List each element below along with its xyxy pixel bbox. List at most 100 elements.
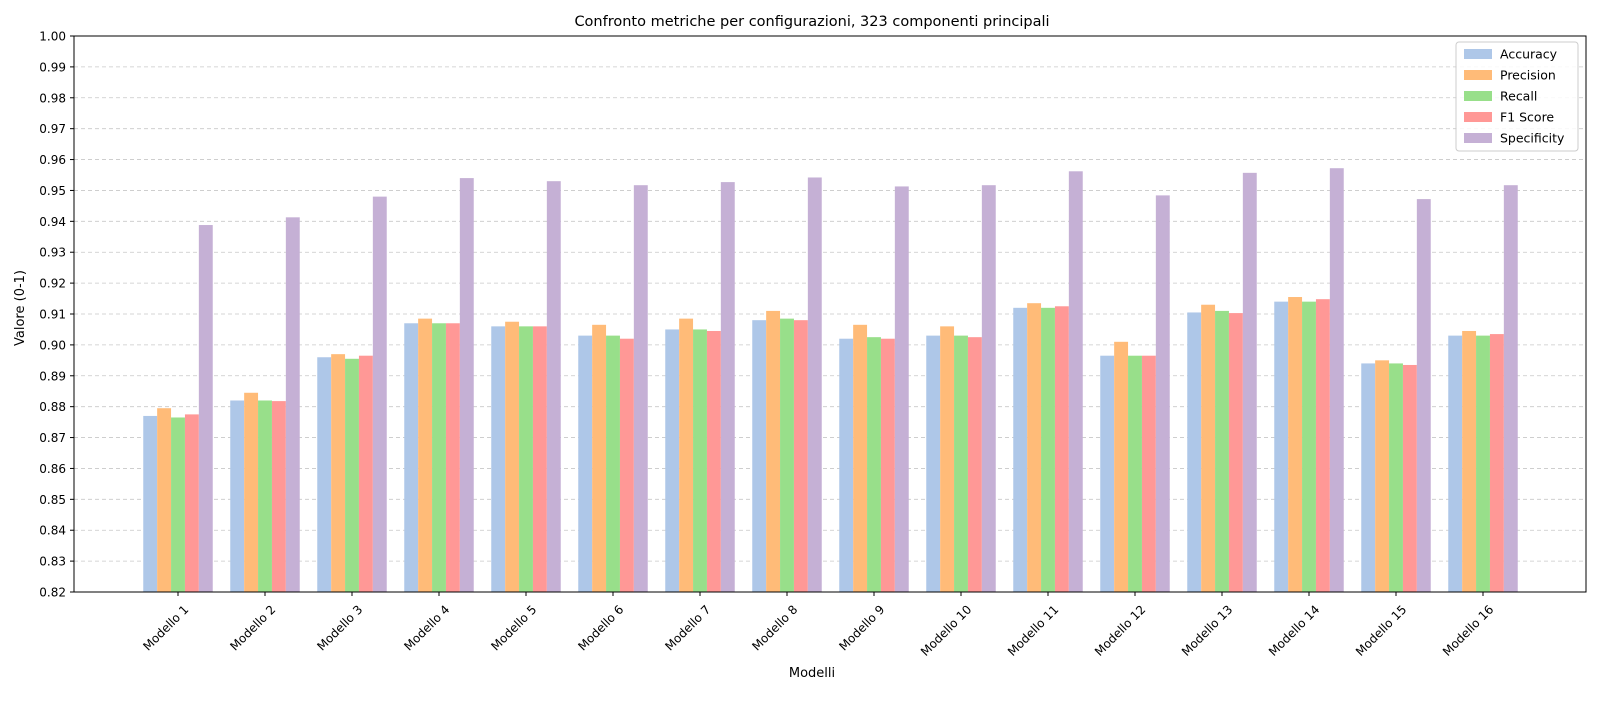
x-tick-label: Modello 5 <box>488 602 539 653</box>
bar-f1-score <box>1315 299 1330 592</box>
bar-specificity <box>1329 168 1344 592</box>
bar-specificity <box>720 182 735 593</box>
bar-specificity <box>1503 185 1518 592</box>
bar-recall <box>780 318 794 592</box>
bar-precision <box>679 318 694 592</box>
bar-accuracy <box>230 400 245 592</box>
y-axis-label: Valore (0-1) <box>13 270 28 346</box>
bar-accuracy <box>665 329 680 592</box>
y-tick-label: 0.99 <box>39 60 66 74</box>
bar-recall <box>1041 307 1055 592</box>
bar-precision <box>940 326 955 592</box>
bar-specificity <box>981 185 996 592</box>
bar-accuracy <box>1100 355 1115 592</box>
bar-accuracy <box>317 357 332 592</box>
x-tick-label: Modello 14 <box>1266 602 1322 658</box>
x-tick-label: Modello 4 <box>401 602 452 653</box>
bar-recall <box>258 400 272 592</box>
bar-specificity <box>372 196 387 592</box>
y-tick-label: 0.95 <box>39 184 66 198</box>
x-tick-label: Modello 10 <box>918 602 974 658</box>
bar-f1-score <box>967 337 982 592</box>
x-tick-label: Modello 2 <box>227 602 278 653</box>
bar-precision <box>1201 304 1216 592</box>
bar-accuracy <box>839 338 854 592</box>
legend-label: F1 Score <box>1500 110 1554 125</box>
bar-precision <box>1027 303 1042 592</box>
bar-precision <box>505 321 520 592</box>
bar-specificity <box>285 217 300 592</box>
bar-precision <box>418 318 433 592</box>
bar-accuracy <box>491 326 506 592</box>
bar-recall <box>519 326 533 592</box>
grid-lines <box>74 66 1586 562</box>
bar-specificity <box>894 186 909 592</box>
bar-accuracy <box>1013 307 1028 592</box>
bar-f1-score <box>445 323 460 592</box>
bar-f1-score <box>1402 364 1417 592</box>
y-tick-label: 0.91 <box>39 308 66 322</box>
bar-specificity <box>198 225 213 593</box>
bar-accuracy <box>143 415 158 592</box>
bar-f1-score <box>706 330 721 592</box>
bar-f1-score <box>1228 313 1243 592</box>
bar-f1-score <box>1141 355 1156 592</box>
bar-f1-score <box>1489 334 1504 592</box>
legend-swatch <box>1464 70 1492 80</box>
bar-f1-score <box>184 414 199 592</box>
x-tick-label: Modello 8 <box>749 602 800 653</box>
legend-swatch <box>1464 112 1492 122</box>
bar-precision <box>1114 341 1129 592</box>
bar-specificity <box>1068 171 1083 592</box>
bars <box>143 168 1518 593</box>
bar-accuracy <box>1448 335 1463 592</box>
bar-precision <box>1462 330 1477 592</box>
bar-accuracy <box>1274 301 1289 592</box>
x-tick-label: Modello 1 <box>140 602 191 653</box>
x-tick-label: Modello 15 <box>1353 602 1409 658</box>
x-tick-label: Modello 12 <box>1092 602 1148 658</box>
y-axis: 0.82 0.83 0.84 0.85 0.86 0.87 0.88 0.89 0.90 0.91… <box>39 30 74 600</box>
x-tick-label: Modello 13 <box>1179 602 1235 658</box>
x-tick-label: Modello 7 <box>662 602 713 653</box>
y-tick-label: 0.97 <box>39 122 66 136</box>
bar-accuracy <box>578 335 593 592</box>
bar-precision <box>766 310 781 592</box>
y-tick-label: 0.93 <box>39 246 66 260</box>
bar-recall <box>1215 310 1229 592</box>
bar-specificity <box>807 177 822 592</box>
x-tick-label: Modello 6 <box>575 602 626 653</box>
bar-f1-score <box>532 326 547 592</box>
y-tick-label: 0.92 <box>39 277 66 291</box>
bar-accuracy <box>1187 312 1202 592</box>
bar-f1-score <box>358 355 373 592</box>
bar-precision <box>1375 360 1390 592</box>
bar-recall <box>171 417 185 592</box>
bar-f1-score <box>1054 306 1069 592</box>
y-tick-label: 0.87 <box>39 431 66 445</box>
bar-precision <box>157 408 172 592</box>
y-tick-label: 1.00 <box>39 30 66 44</box>
bar-recall <box>954 335 968 592</box>
legend-label: Precision <box>1500 68 1556 83</box>
legend-label: Specificity <box>1500 131 1565 146</box>
bar-specificity <box>1155 195 1170 593</box>
bar-recall <box>1128 355 1142 592</box>
bar-precision <box>331 354 346 592</box>
x-axis-label: Modelli <box>789 666 835 681</box>
bar-accuracy <box>926 335 941 592</box>
bar-recall <box>345 358 359 592</box>
bar-recall <box>1476 335 1490 592</box>
bar-f1-score <box>619 338 634 592</box>
legend-box <box>1455 41 1579 152</box>
x-tick-label: Modello 16 <box>1440 602 1496 658</box>
bar-recall <box>693 329 707 592</box>
y-tick-label: 0.82 <box>39 586 66 600</box>
x-tick-label: Modello 3 <box>314 602 365 653</box>
bar-recall <box>1302 301 1316 592</box>
legend-swatch <box>1464 91 1492 101</box>
bar-recall <box>432 323 446 592</box>
y-tick-label: 0.86 <box>39 462 66 476</box>
